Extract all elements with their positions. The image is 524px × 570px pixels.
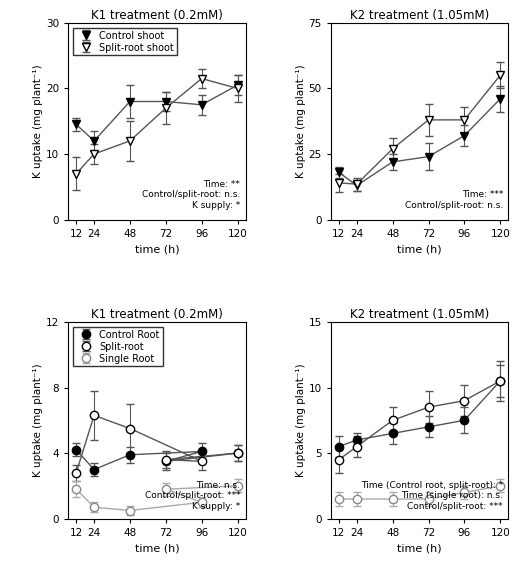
Y-axis label: K uptake (mg plant⁻¹): K uptake (mg plant⁻¹) (33, 64, 43, 178)
Text: Time (Control root, split-root): *
Time (single root): n.s.
Control/split-root: : Time (Control root, split-root): * Time … (361, 481, 503, 511)
X-axis label: time (h): time (h) (135, 543, 179, 553)
Title: K1 treatment (0.2mM): K1 treatment (0.2mM) (91, 308, 223, 321)
Y-axis label: K uptake (mg plant⁻¹): K uptake (mg plant⁻¹) (296, 64, 305, 178)
Legend: Control shoot, Split-root shoot: Control shoot, Split-root shoot (73, 28, 177, 55)
Text: Time: n.s.
Control/split-root: ***
K supply: *: Time: n.s. Control/split-root: *** K sup… (145, 481, 241, 511)
Y-axis label: K uptake (mg plant⁻¹): K uptake (mg plant⁻¹) (33, 364, 43, 477)
Text: Time: **
Control/split-root: n.s.
K supply: *: Time: ** Control/split-root: n.s. K supp… (142, 180, 241, 210)
Text: Time: ***
Control/split-root: n.s.: Time: *** Control/split-root: n.s. (405, 190, 503, 210)
X-axis label: time (h): time (h) (135, 244, 179, 254)
X-axis label: time (h): time (h) (397, 543, 442, 553)
Y-axis label: K uptake (mg plant⁻¹): K uptake (mg plant⁻¹) (296, 364, 305, 477)
Title: K2 treatment (1.05mM): K2 treatment (1.05mM) (350, 9, 489, 22)
Title: K1 treatment (0.2mM): K1 treatment (0.2mM) (91, 9, 223, 22)
X-axis label: time (h): time (h) (397, 244, 442, 254)
Title: K2 treatment (1.05mM): K2 treatment (1.05mM) (350, 308, 489, 321)
Legend: Control Root, Split-root, Single Root: Control Root, Split-root, Single Root (73, 327, 162, 367)
